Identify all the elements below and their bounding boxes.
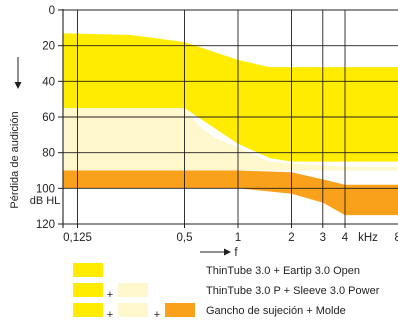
y-tick-label: 40 <box>42 76 55 88</box>
legend-swatch-open <box>73 283 103 297</box>
legend-label: Gancho de sujeción + Molde <box>206 305 346 317</box>
y-unit-label: dB HL <box>30 195 61 207</box>
legend-label: ThinTube 3.0 P + Sleeve 3.0 Power <box>206 285 380 297</box>
x-tick-label: 0,5 <box>177 232 193 244</box>
y-tick-label: 0 <box>49 5 55 17</box>
legend-plus: + <box>107 289 113 301</box>
legend-swatch-open <box>73 263 103 277</box>
y-axis-title: Pérdida de audición <box>9 111 21 208</box>
y-tick-label: 120 <box>36 219 55 231</box>
legend-plus: + <box>154 309 160 321</box>
x-tick-label: 8 <box>395 232 398 244</box>
x-unit-label: kHz <box>358 232 378 244</box>
x-arrow-head <box>224 249 231 256</box>
legend-swatch-open <box>73 303 103 317</box>
x-tick-label: 3 <box>320 232 326 244</box>
x-tick-label: 0,125 <box>63 232 92 244</box>
x-tick-label: 4 <box>342 232 349 244</box>
legend-plus: + <box>107 309 113 321</box>
x-axis-title: f <box>234 247 238 259</box>
y-tick-label: 60 <box>42 112 55 124</box>
legend-swatch-power <box>118 303 148 317</box>
legend-swatch-power <box>118 283 148 297</box>
y-tick-label: 100 <box>36 183 55 195</box>
y-tick-label: 80 <box>42 148 55 160</box>
fitting-range-bands <box>63 33 398 215</box>
band-mold <box>63 171 398 216</box>
legend-swatch-mold <box>165 303 195 317</box>
legend-label: ThinTube 3.0 + Eartip 3.0 Open <box>206 265 360 277</box>
chart-legend: ThinTube 3.0 + Eartip 3.0 Open + ThinTube … <box>73 263 380 321</box>
y-tick-label: 20 <box>42 41 55 53</box>
x-tick-label: 1 <box>235 232 241 244</box>
x-tick-label: 2 <box>288 232 294 244</box>
y-arrow-head <box>15 82 22 89</box>
